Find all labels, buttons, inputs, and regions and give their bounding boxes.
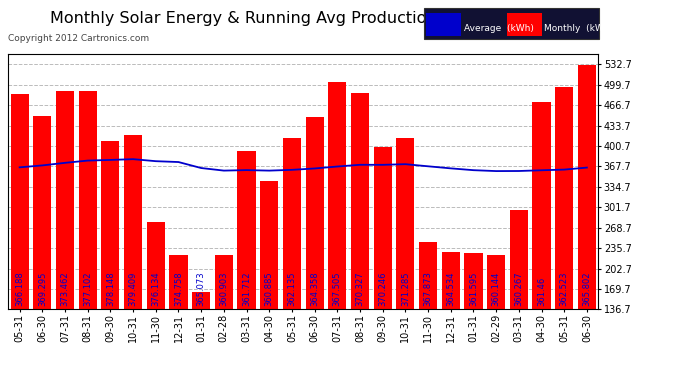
Text: 361.46: 361.46 — [537, 276, 546, 306]
Text: 370.246: 370.246 — [378, 271, 387, 306]
Bar — [464, 253, 482, 375]
Bar — [283, 138, 301, 375]
Bar — [373, 147, 392, 375]
Text: 376.134: 376.134 — [151, 271, 160, 306]
Bar — [101, 141, 119, 375]
Bar — [215, 255, 233, 375]
Bar — [169, 255, 188, 375]
Text: 373.462: 373.462 — [61, 271, 70, 306]
Bar — [237, 152, 255, 375]
Text: 371.285: 371.285 — [401, 271, 410, 306]
Bar — [510, 210, 528, 375]
Text: 360.903: 360.903 — [219, 271, 228, 306]
Bar — [555, 87, 573, 375]
Bar — [56, 92, 74, 375]
Bar — [487, 255, 505, 375]
Text: Copyright 2012 Cartronics.com: Copyright 2012 Cartronics.com — [8, 34, 150, 43]
Text: 369.295: 369.295 — [38, 271, 47, 306]
Text: 378.148: 378.148 — [106, 271, 115, 306]
Text: 370.327: 370.327 — [355, 271, 364, 306]
Bar — [351, 93, 369, 375]
Text: 361.595: 361.595 — [469, 271, 478, 306]
Bar — [396, 138, 415, 375]
Text: 365.802: 365.802 — [582, 271, 591, 306]
Bar — [328, 82, 346, 375]
Text: 366.188: 366.188 — [15, 271, 24, 306]
Bar — [260, 181, 278, 375]
Bar — [419, 242, 437, 375]
Text: 379.409: 379.409 — [128, 271, 137, 306]
Text: 364.358: 364.358 — [310, 271, 319, 306]
Text: Average  (kWh): Average (kWh) — [464, 24, 533, 33]
Bar — [124, 135, 142, 375]
Text: 360.885: 360.885 — [265, 271, 274, 306]
Bar — [10, 94, 29, 375]
Text: Monthly  (kWh): Monthly (kWh) — [544, 24, 613, 33]
Text: 365.073: 365.073 — [197, 271, 206, 306]
Text: 374.758: 374.758 — [174, 271, 183, 306]
Text: 367.505: 367.505 — [333, 271, 342, 306]
Bar — [442, 252, 460, 375]
Text: 364.534: 364.534 — [446, 271, 455, 306]
Text: 362.135: 362.135 — [288, 271, 297, 306]
Bar — [578, 65, 596, 375]
Text: 362.523: 362.523 — [560, 271, 569, 306]
Text: 361.712: 361.712 — [242, 271, 251, 306]
Text: 360.267: 360.267 — [514, 271, 523, 306]
Text: 367.873: 367.873 — [424, 271, 433, 306]
Bar — [79, 92, 97, 375]
Text: Monthly Solar Energy & Running Avg Production  Fri Jul 6 10:57: Monthly Solar Energy & Running Avg Produ… — [50, 11, 557, 26]
Bar — [306, 117, 324, 375]
Bar — [192, 292, 210, 375]
Text: 377.102: 377.102 — [83, 271, 92, 306]
Bar — [147, 222, 165, 375]
Text: 360.144: 360.144 — [491, 271, 501, 306]
Bar — [533, 102, 551, 375]
Bar — [33, 116, 51, 375]
